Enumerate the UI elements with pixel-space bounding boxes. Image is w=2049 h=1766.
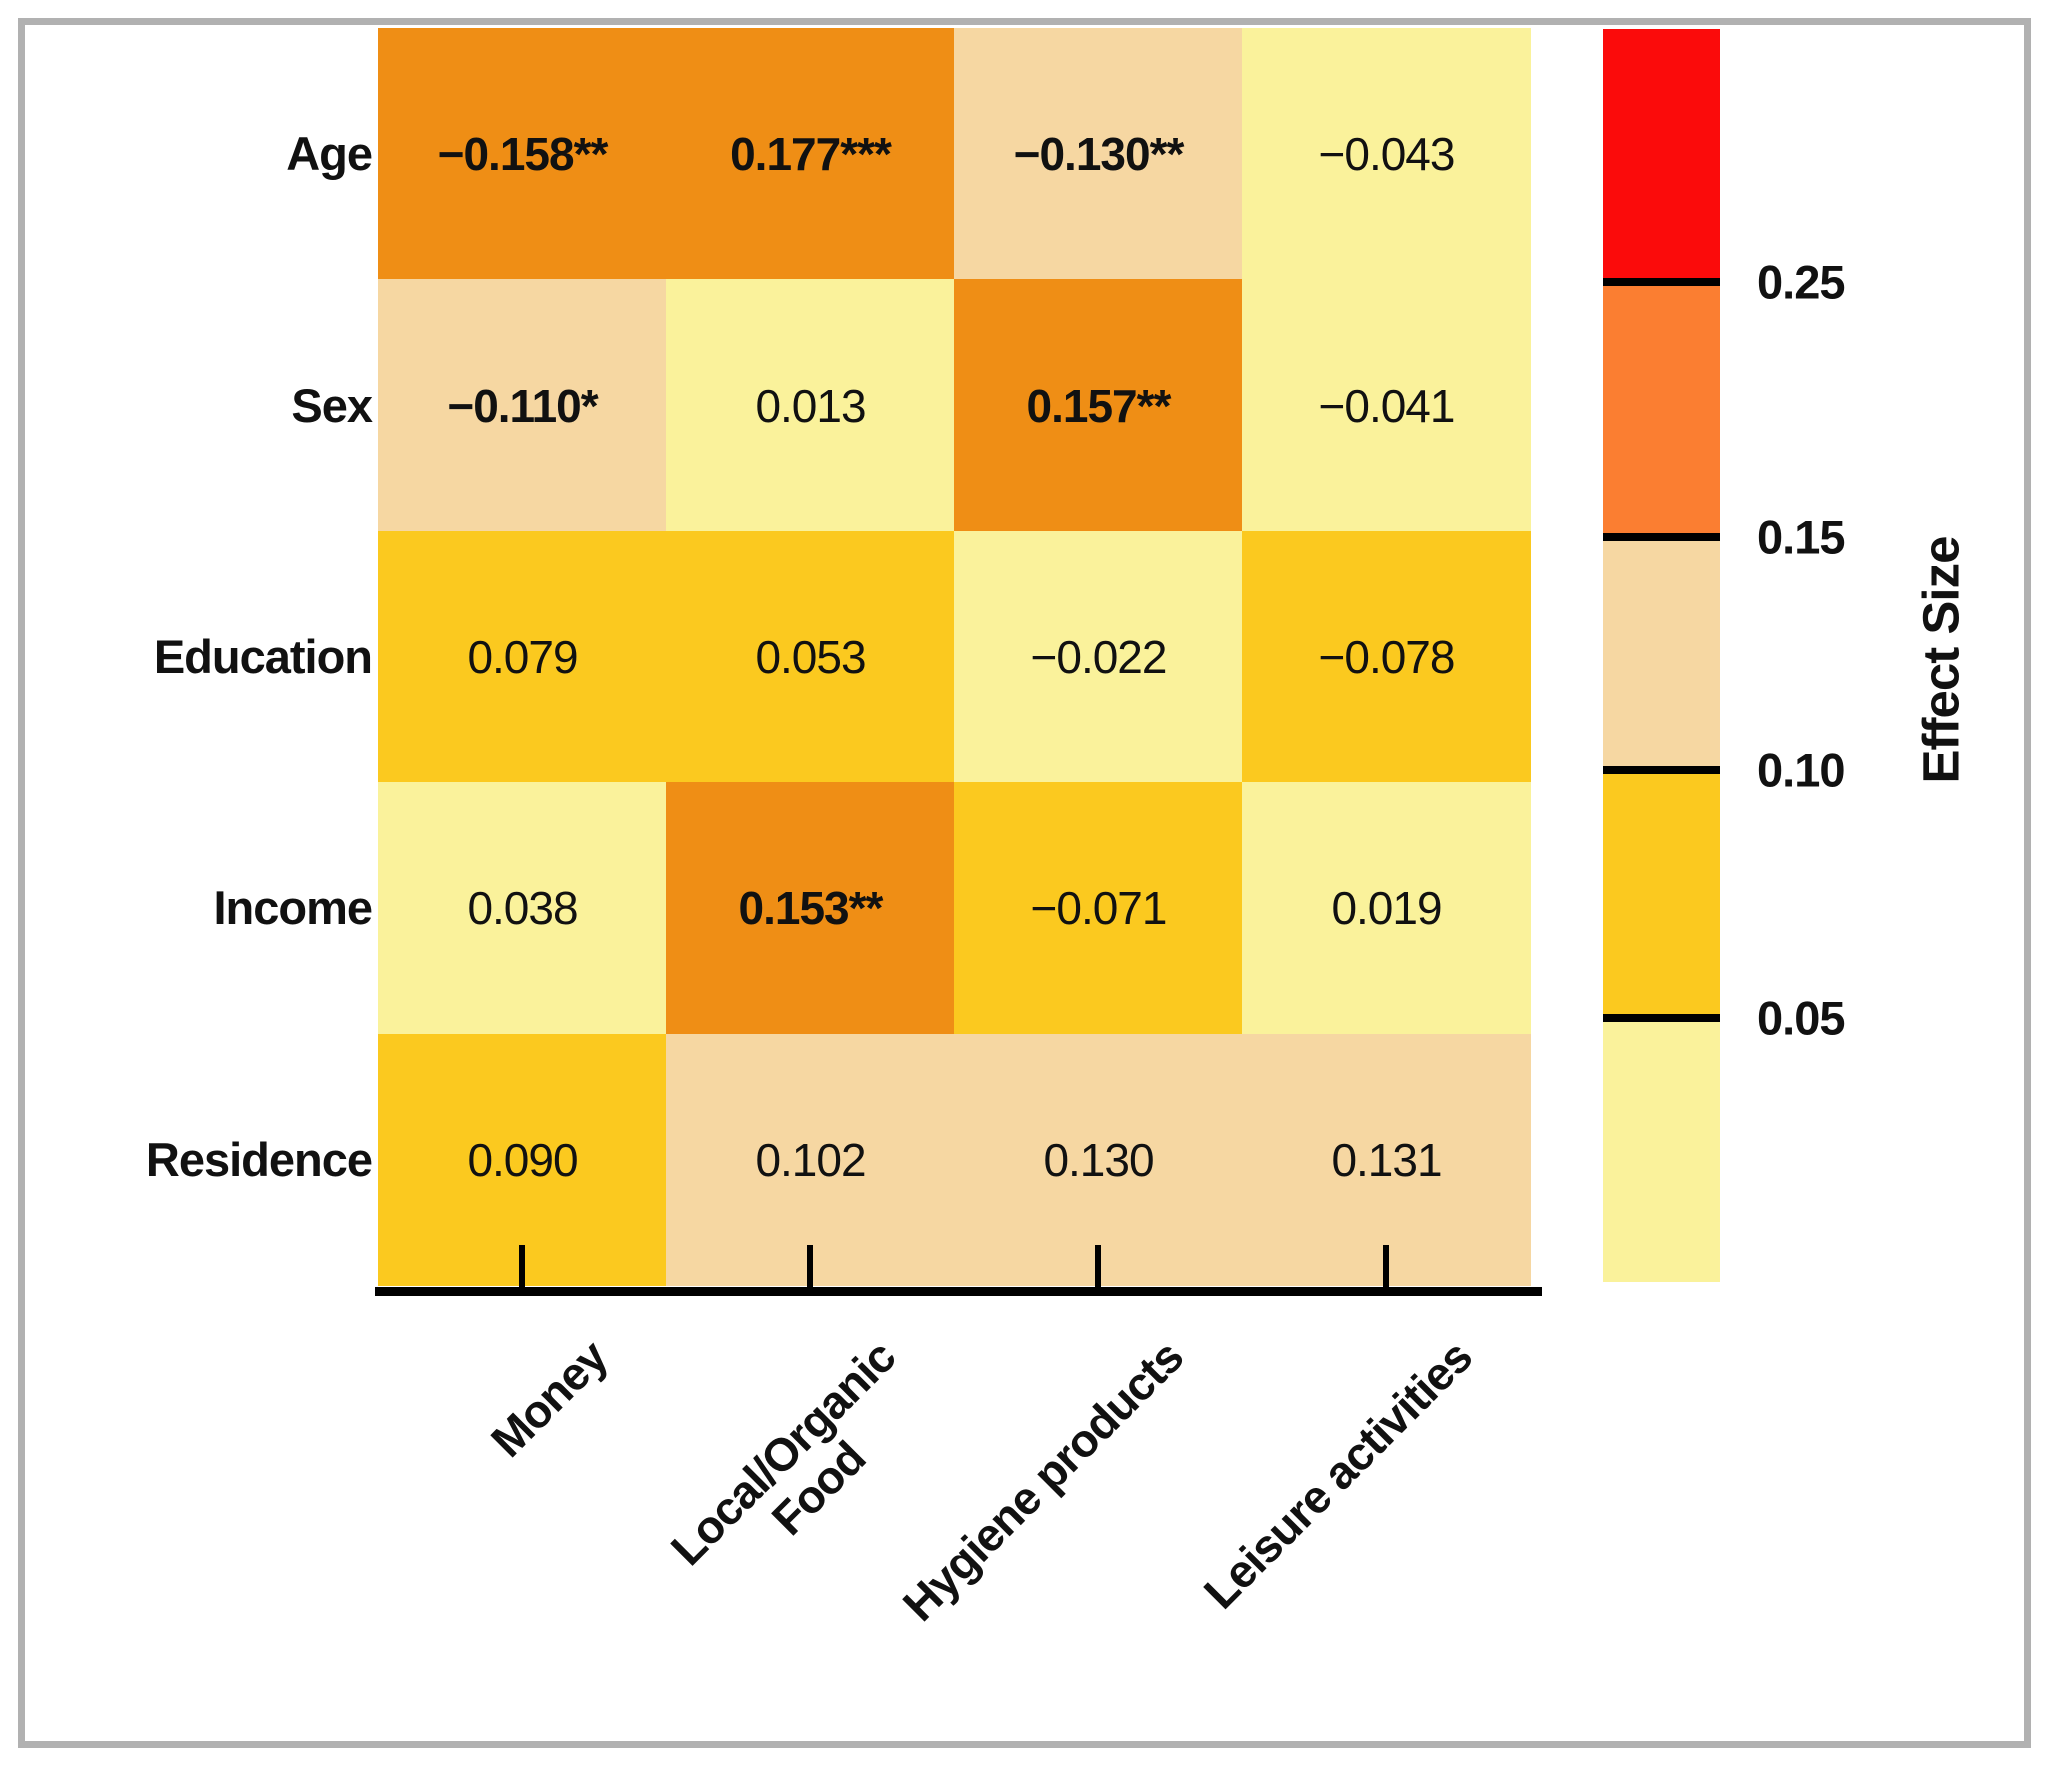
cell-value-label: −0.130**	[1013, 128, 1185, 181]
colorbar-segment-4	[1603, 770, 1720, 1018]
heatmap-cell-sex-col1: −0.110*	[378, 279, 667, 532]
colorbar-tick-label: 0.25	[1757, 255, 1845, 309]
cell-value-label: −0.071	[1030, 882, 1168, 935]
heatmap-cell-education-col3: −0.022	[954, 530, 1243, 784]
colorbar-tick-label: 0.05	[1757, 991, 1845, 1045]
cell-value-label: −0.022	[1030, 630, 1168, 683]
heatmap-cell-income-col2: 0.153**	[666, 782, 955, 1035]
heatmap-cell-residence-col3: 0.130	[954, 1033, 1243, 1286]
cell-value-label: 0.053	[755, 630, 866, 683]
heatmap-cell-income-col3: −0.071	[954, 782, 1243, 1035]
x-axis-line	[375, 1287, 1542, 1296]
colorbar-tick-label: 0.15	[1757, 510, 1845, 564]
cell-value-label: −0.041	[1318, 379, 1456, 432]
heatmap-cell-residence-col4: 0.131	[1242, 1033, 1531, 1286]
heatmap-cell-income-col1: 0.038	[378, 782, 667, 1035]
colorbar-tick-line	[1603, 766, 1720, 774]
heatmap-cell-residence-col1: 0.090	[378, 1033, 667, 1286]
cell-value-label: −0.110*	[447, 379, 598, 432]
cell-value-label: 0.131	[1331, 1133, 1442, 1186]
heatmap-cell-sex-col3: 0.157**	[954, 279, 1243, 532]
heatmap-cell-age-col3: −0.130**	[954, 28, 1243, 281]
colorbar-segment-2	[1603, 282, 1720, 537]
cell-value-label: 0.157**	[1026, 379, 1172, 432]
cell-value-label: 0.019	[1331, 882, 1442, 935]
cell-value-label: 0.038	[467, 882, 578, 935]
heatmap-cell-education-col2: 0.053	[666, 530, 955, 784]
colorbar-segment-1	[1603, 29, 1720, 282]
cell-value-label: 0.079	[467, 630, 578, 683]
heatmap-cell-education-col4: −0.078	[1242, 530, 1531, 784]
heatmap-cell-education-col1: 0.079	[378, 530, 667, 784]
colorbar-tick-label: 0.10	[1757, 743, 1845, 797]
row-label-income: Income	[213, 881, 373, 935]
heatmap-cell-age-col2: 0.177***	[666, 28, 955, 281]
heatmap-cell-income-col4: 0.019	[1242, 782, 1531, 1035]
cell-value-label: −0.158**	[437, 128, 609, 181]
row-label-education: Education	[153, 629, 373, 683]
heatmap-cell-residence-col2: 0.102	[666, 1033, 955, 1286]
heatmap-cell-age-col1: −0.158**	[378, 28, 667, 281]
x-axis-tick	[807, 1245, 813, 1287]
heatmap-cell-age-col4: −0.043	[1242, 28, 1531, 281]
colorbar-segment-3	[1603, 537, 1720, 770]
row-label-age: Age	[286, 127, 373, 181]
x-axis-tick	[1383, 1245, 1389, 1287]
cell-value-label: −0.078	[1318, 630, 1456, 683]
x-axis-tick	[519, 1245, 525, 1287]
row-label-residence: Residence	[145, 1132, 373, 1186]
row-label-sex: Sex	[291, 378, 373, 432]
cell-value-label: 0.090	[467, 1133, 578, 1186]
cell-value-label: −0.043	[1318, 128, 1456, 181]
cell-value-label: 0.130	[1043, 1133, 1154, 1186]
colorbar-tick-line	[1603, 533, 1720, 541]
x-axis-tick	[1095, 1245, 1101, 1287]
colorbar-segment-5	[1603, 1018, 1720, 1282]
colorbar-tick-line	[1603, 278, 1720, 286]
cell-value-label: 0.153**	[738, 882, 884, 935]
cell-value-label: 0.177***	[730, 128, 892, 181]
cell-value-label: 0.013	[755, 379, 866, 432]
colorbar-title: Effect Size	[1912, 536, 1970, 784]
heatmap-cell-sex-col4: −0.041	[1242, 279, 1531, 532]
cell-value-label: 0.102	[755, 1133, 866, 1186]
colorbar-tick-line	[1603, 1014, 1720, 1022]
heatmap-cell-sex-col2: 0.013	[666, 279, 955, 532]
